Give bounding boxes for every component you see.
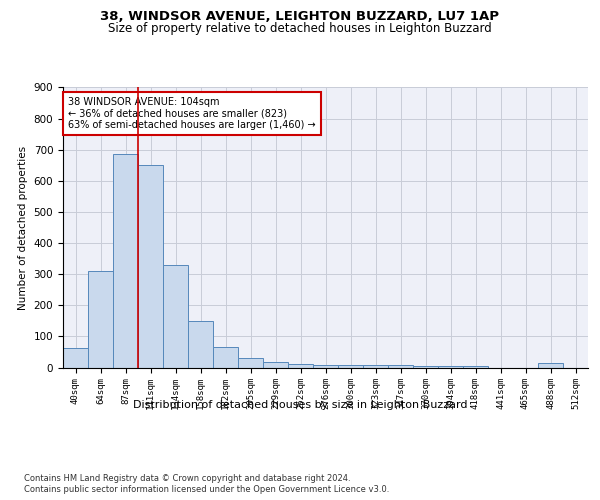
Bar [538, 363, 563, 368]
Text: Contains HM Land Registry data © Crown copyright and database right 2024.: Contains HM Land Registry data © Crown c… [24, 474, 350, 483]
Text: 38, WINDSOR AVENUE, LEIGHTON BUZZARD, LU7 1AP: 38, WINDSOR AVENUE, LEIGHTON BUZZARD, LU… [101, 10, 499, 23]
Bar [463, 366, 488, 368]
Bar [263, 362, 288, 368]
Bar [163, 266, 188, 368]
Text: Size of property relative to detached houses in Leighton Buzzard: Size of property relative to detached ho… [108, 22, 492, 35]
Bar [113, 154, 138, 368]
Y-axis label: Number of detached properties: Number of detached properties [18, 146, 28, 310]
Bar [438, 366, 463, 368]
Bar [388, 366, 413, 368]
Bar [188, 321, 213, 368]
Bar [63, 348, 88, 368]
Text: Distribution of detached houses by size in Leighton Buzzard: Distribution of detached houses by size … [133, 400, 467, 410]
Bar [313, 365, 338, 368]
Bar [213, 348, 238, 368]
Bar [238, 358, 263, 368]
Bar [363, 365, 388, 368]
Bar [138, 166, 163, 368]
Bar [88, 271, 113, 368]
Bar [413, 366, 438, 368]
Text: Contains public sector information licensed under the Open Government Licence v3: Contains public sector information licen… [24, 485, 389, 494]
Text: 38 WINDSOR AVENUE: 104sqm
← 36% of detached houses are smaller (823)
63% of semi: 38 WINDSOR AVENUE: 104sqm ← 36% of detac… [68, 98, 316, 130]
Bar [288, 364, 313, 368]
Bar [338, 365, 363, 368]
